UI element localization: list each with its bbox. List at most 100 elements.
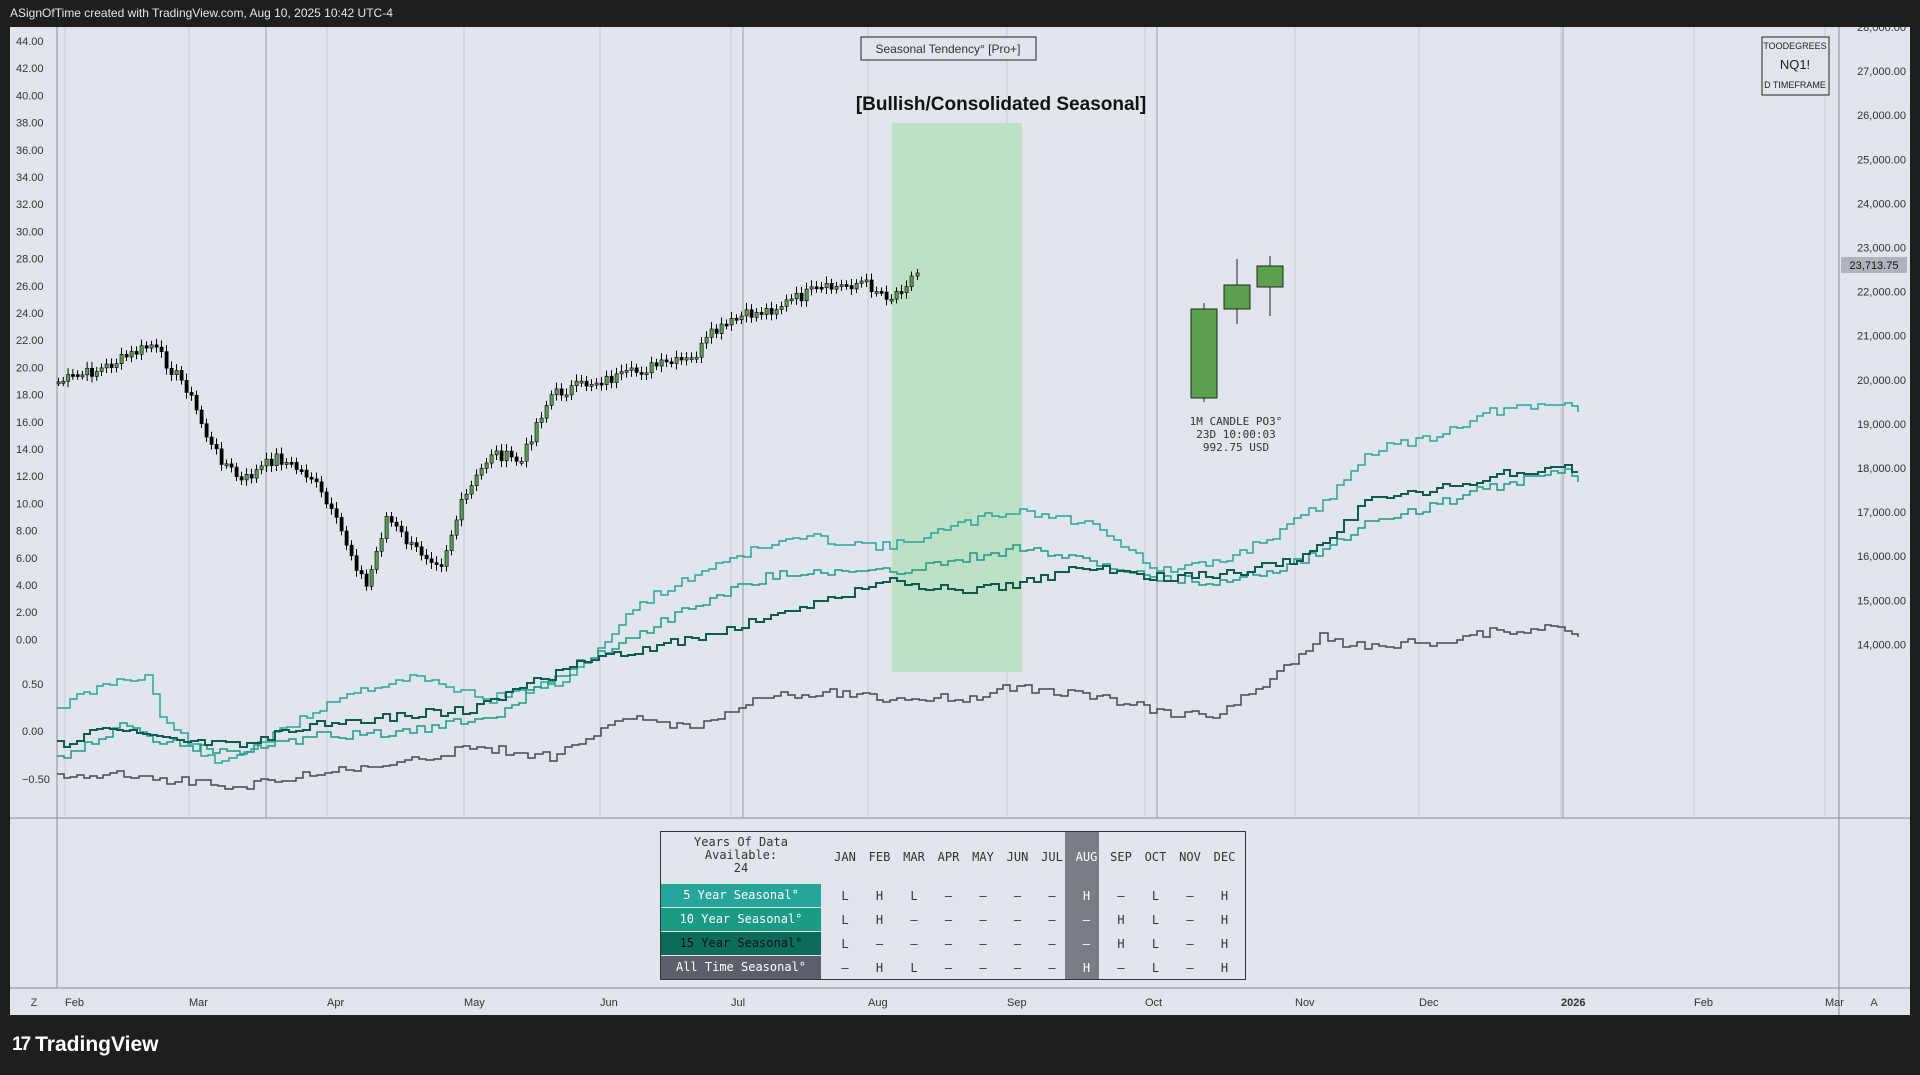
price-candle: [214, 444, 219, 450]
price-candle: [849, 285, 854, 290]
price-candle: [494, 450, 499, 456]
price-candle: [164, 351, 169, 369]
left-axis-tick: 44.00: [16, 36, 44, 48]
chart-canvas[interactable]: 44.00 42.00 40.00 38.00 36.00 34.00 32.00 30.00…: [10, 27, 1910, 1015]
seasonal-cell: L: [910, 961, 918, 975]
price-candle: [219, 448, 224, 465]
price-candle: [719, 323, 724, 334]
price-candle: [634, 367, 639, 373]
price-candle: [454, 519, 459, 536]
price-candle: [314, 478, 319, 483]
price-candle: [884, 291, 889, 300]
price-candle: [894, 291, 899, 300]
price-candle: [179, 370, 184, 381]
seasonal-cell: –: [1186, 961, 1194, 975]
seasonal-cell: –: [1082, 913, 1091, 927]
monthly-candle: [1256, 265, 1284, 288]
price-candle: [784, 299, 789, 307]
seasonal-cell: L: [1151, 961, 1160, 975]
price-candle: [224, 463, 229, 467]
candle-note-3: 992.75 USD: [1203, 441, 1269, 454]
price-candle: [724, 323, 729, 327]
left-axis-tick: 34.00: [16, 172, 44, 184]
price-candle: [419, 546, 424, 556]
price-candle: [879, 291, 884, 294]
price-candle: [524, 443, 529, 462]
price-candle: [519, 460, 524, 464]
price-candle: [409, 542, 414, 545]
x-axis-tick: May: [464, 997, 485, 1009]
price-candle: [629, 367, 634, 371]
price-candle: [99, 367, 104, 372]
watermark-line1: TOODEGREES: [1763, 41, 1826, 51]
price-candle: [679, 357, 684, 361]
price-candle: [554, 388, 559, 395]
tradingview-logo[interactable]: 17 TradingView: [12, 1033, 158, 1057]
price-candle: [669, 361, 674, 365]
seasonal-cell: –: [1013, 889, 1022, 903]
price-candle: [284, 462, 289, 465]
price-candle: [559, 388, 564, 396]
seasonal-cell: L: [1151, 889, 1160, 903]
price-candle: [734, 318, 739, 321]
seasonal-cell: –: [1013, 913, 1022, 927]
price-candle: [139, 345, 144, 355]
month-header: MAR: [903, 850, 925, 864]
price-candle: [654, 362, 659, 367]
seasonal-cell: H: [1220, 913, 1229, 927]
seasonal-row-label: 5 Year Seasonal°: [661, 884, 821, 907]
left-axis-tick: 20.00: [16, 362, 44, 374]
left-axis-tick: 40.00: [16, 90, 44, 102]
right-axis-tick: 26,000.00: [1857, 110, 1906, 122]
price-candle: [389, 516, 394, 523]
price-candle: [509, 450, 514, 458]
price-candle: [589, 384, 594, 387]
x-axis-tick: Jul: [731, 997, 745, 1009]
price-candle: [75, 374, 80, 377]
price-candle: [56, 381, 61, 385]
x-axis-tick: Aug: [868, 997, 888, 1009]
price-candle: [794, 293, 799, 300]
price-candle: [499, 450, 504, 462]
x-axis-tick: Dec: [1419, 997, 1439, 1009]
left-axis-tick: 42.00: [16, 63, 44, 75]
price-candle: [354, 555, 359, 571]
corner-right[interactable]: A: [1870, 997, 1878, 1009]
chart-area[interactable]: 44.00 42.00 40.00 38.00 36.00 34.00 32.00 30.00…: [10, 27, 1910, 1015]
x-axis-tick: Feb: [65, 997, 84, 1009]
price-candle: [564, 394, 569, 398]
seasonal-cell: H: [1082, 961, 1091, 975]
price-candle: [464, 493, 469, 500]
seasonal-cell: –: [944, 937, 953, 951]
right-axis-tick: 16,000.00: [1857, 551, 1906, 563]
attribution-text: ASignOfTime created with TradingView.com…: [10, 6, 393, 20]
candle-note-1: 1M CANDLE PO3°: [1190, 415, 1283, 428]
corner-left[interactable]: Z: [31, 997, 38, 1009]
price-candle: [114, 363, 119, 368]
tradingview-logo-icon: 17: [12, 1034, 31, 1055]
seasonal-cell: –: [1048, 961, 1056, 975]
seasonal-cell: –: [979, 961, 987, 975]
price-candle: [369, 569, 374, 587]
seasonal-line: [57, 464, 1578, 748]
price-candle: [149, 344, 154, 349]
price-candle: [71, 374, 75, 377]
price-candle: [274, 453, 279, 466]
left-axis-tick: 26.00: [16, 281, 44, 293]
price-candle: [199, 409, 204, 424]
seasonal-table: Years Of Data Available: 24 JAN FEB MAR APR…: [660, 831, 1246, 980]
price-candle: [61, 380, 66, 384]
price-candle: [194, 394, 199, 411]
price-candle: [504, 450, 509, 462]
left-axis-tick: 6.00: [16, 553, 37, 565]
seasonal-cell: H: [1220, 961, 1229, 975]
seasonal-cell: –: [910, 937, 918, 951]
price-candle: [579, 380, 584, 384]
price-candle: [729, 318, 734, 326]
indicator-title[interactable]: Seasonal Tendency° [Pro+]: [875, 42, 1020, 56]
price-candle: [379, 538, 384, 552]
seasonal-cell: L: [841, 913, 849, 927]
price-candle: [324, 491, 329, 505]
price-candle: [474, 474, 479, 486]
attribution-bar: ASignOfTime created with TradingView.com…: [0, 0, 1920, 27]
